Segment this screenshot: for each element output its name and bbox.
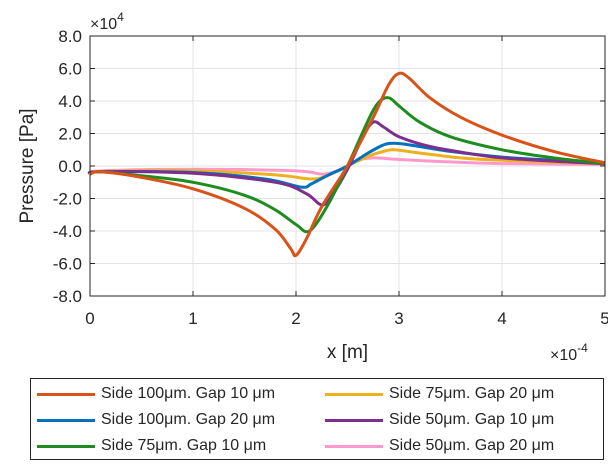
y-axis-label: Pressure [Pa] bbox=[17, 108, 38, 223]
pressure-chart: 0 1 2 3 4 5 -8.0 -6.0 -4.0 -2.0 0.0 2.0 4.0 6.0 8.0 x … bbox=[17, 10, 608, 364]
legend-swatch bbox=[37, 392, 95, 396]
y-tick-label: 2.0 bbox=[58, 125, 82, 144]
legend-label: Side 75μm. Gap 10 μm bbox=[101, 437, 267, 454]
x-axis-multiplier: ×10-4 bbox=[550, 341, 588, 364]
legend-label: Side 50μm. Gap 10 μm bbox=[389, 411, 555, 428]
legend-item: Side 75μm. Gap 10 μm bbox=[37, 433, 266, 459]
x-multiplier-base: ×10 bbox=[550, 347, 577, 364]
legend-swatch bbox=[325, 444, 383, 448]
legend-swatch bbox=[37, 444, 95, 448]
legend-label: Side 75μm. Gap 20 μm bbox=[389, 385, 555, 402]
series-lines bbox=[87, 71, 606, 258]
legend-item: Side 100μm. Gap 20 μm bbox=[37, 407, 275, 433]
y-tick-label: 8.0 bbox=[58, 27, 82, 46]
series-line bbox=[89, 71, 606, 258]
y-axis-multiplier: ×104 bbox=[90, 10, 124, 33]
y-tick-label: -2.0 bbox=[53, 190, 82, 209]
tick-marks bbox=[89, 35, 606, 297]
legend-label: Side 50μm. Gap 20 μm bbox=[389, 437, 555, 454]
y-tick-label: 0.0 bbox=[58, 157, 82, 176]
legend-swatch bbox=[325, 418, 383, 422]
y-multiplier-exponent: 4 bbox=[117, 10, 124, 24]
legend-swatch bbox=[37, 418, 95, 422]
legend: Side 100μm. Gap 10 μm Side 75μm. Gap 20 … bbox=[30, 378, 604, 460]
tick-labels: 0 1 2 3 4 5 -8.0 -6.0 -4.0 -2.0 0.0 2.0 4.0 6.0 8.0 bbox=[53, 27, 608, 328]
y-tick-label: 6.0 bbox=[58, 60, 82, 79]
legend-label: Side 100μm. Gap 20 μm bbox=[101, 411, 276, 428]
x-multiplier-exponent: -4 bbox=[577, 341, 588, 355]
x-tick-label: 1 bbox=[188, 309, 197, 328]
y-tick-label: -8.0 bbox=[53, 287, 82, 306]
x-tick-label: 3 bbox=[394, 309, 403, 328]
y-multiplier-base: ×10 bbox=[90, 16, 117, 33]
legend-item: Side 50μm. Gap 20 μm bbox=[325, 433, 554, 459]
legend-item: Side 100μm. Gap 10 μm bbox=[37, 381, 275, 407]
legend-label: Side 100μm. Gap 10 μm bbox=[101, 385, 276, 402]
legend-item: Side 50μm. Gap 10 μm bbox=[325, 407, 554, 433]
legend-item: Side 75μm. Gap 20 μm bbox=[325, 381, 554, 407]
x-tick-label: 0 bbox=[85, 309, 94, 328]
y-tick-label: -4.0 bbox=[53, 222, 82, 241]
x-tick-label: 2 bbox=[291, 309, 300, 328]
y-tick-label: 4.0 bbox=[58, 92, 82, 111]
x-axis-label: x [m] bbox=[327, 342, 368, 363]
y-tick-label: -6.0 bbox=[53, 255, 82, 274]
x-tick-label: 4 bbox=[497, 309, 506, 328]
legend-swatch bbox=[325, 392, 383, 396]
x-tick-label: 5 bbox=[600, 309, 608, 328]
